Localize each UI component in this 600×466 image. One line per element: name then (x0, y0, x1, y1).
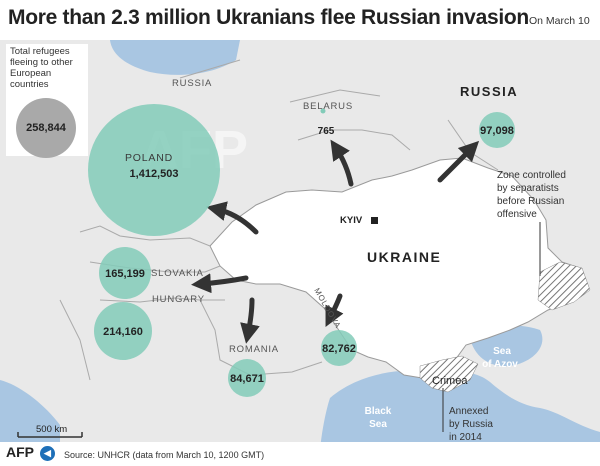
label-kyiv: KYIV (340, 215, 363, 226)
label-poland: POLAND (125, 152, 173, 164)
label-black-sea-1: Black (365, 406, 392, 417)
label-russia-west: RUSSIA (172, 78, 212, 89)
value-moldova: 82,762 (322, 343, 356, 355)
bubble-moldova (321, 330, 357, 366)
legend-box: Total refugees fleeing to other European… (6, 44, 88, 158)
afp-logo-icon: ◀ (40, 446, 55, 461)
value-slovakia: 165,199 (105, 268, 145, 280)
black-sea (320, 370, 600, 448)
label-sea-azov-1: Sea (493, 346, 511, 357)
arrow-to-poland (206, 201, 259, 235)
adriatic-sea (0, 380, 60, 448)
label-sea-azov-2: of Azov (482, 359, 518, 370)
zone-note-line-3: before Russian (497, 196, 564, 207)
bubble-hungary (94, 302, 152, 360)
arrow-to-russia (437, 140, 480, 183)
label-black-sea-2: Sea (369, 419, 387, 430)
refugee-arrows (191, 139, 480, 344)
annexed-note-line-2: by Russia (449, 419, 493, 430)
arrow-to-romania (240, 297, 260, 344)
refugee-bubbles (88, 104, 515, 397)
zone-note-line-2: by separatists (497, 183, 559, 194)
label-hungary: HUNGARY (152, 294, 205, 305)
arrow-to-belarus (330, 139, 354, 187)
kyiv-marker (371, 217, 378, 224)
legend-bubble: 258,844 (16, 98, 76, 158)
annexed-note-line-3: in 2014 (449, 432, 482, 443)
value-belarus: 765 (318, 126, 335, 137)
annexed-note-line-1: Annexed (449, 406, 488, 417)
zone-note-line-4: offensive (497, 209, 537, 220)
arrow-to-slovakia-hungary (191, 273, 249, 294)
crimea-annexed-zone (419, 355, 479, 393)
bubble-belarus (320, 108, 326, 114)
zone-note-line-1: Zone controlled (497, 170, 566, 181)
afp-logo-text: AFP (6, 444, 34, 460)
label-slovakia: SLOVAKIA (151, 268, 204, 279)
value-hungary: 214,160 (103, 326, 143, 338)
source-text: Source: UNHCR (data from March 10, 1200 … (64, 450, 265, 460)
value-romania: 84,671 (230, 373, 264, 385)
baltic-sea (110, 40, 240, 75)
label-russia: RUSSIA (460, 84, 518, 99)
scale-bar: 500 km (17, 424, 83, 438)
bubble-poland (88, 104, 220, 236)
bubble-russia (479, 112, 515, 148)
footer: AFP ◀ Source: UNHCR (data from March 10,… (0, 442, 600, 466)
date-label: On March 10 (529, 15, 590, 27)
value-russia: 97,098 (480, 125, 514, 137)
separatist-zone (537, 261, 591, 311)
label-crimea: Crimea (432, 375, 468, 387)
label-ukraine: UKRAINE (367, 249, 441, 265)
bubble-romania (228, 359, 266, 397)
scale-label: 500 km (36, 424, 67, 435)
legend-text: Total refugees fleeing to other European… (10, 46, 73, 90)
label-belarus: BELARUS (303, 101, 353, 112)
bubble-slovakia (99, 247, 151, 299)
map-canvas: AFP RUSSIA BELARUS POLAND SLOVA (0, 40, 600, 448)
value-poland: 1,412,503 (130, 168, 179, 180)
arrow-to-moldova (325, 293, 344, 327)
legend-value: 258,844 (26, 122, 66, 134)
label-romania: ROMANIA (229, 344, 279, 355)
page-title: More than 2.3 million Ukranians flee Rus… (8, 6, 529, 29)
